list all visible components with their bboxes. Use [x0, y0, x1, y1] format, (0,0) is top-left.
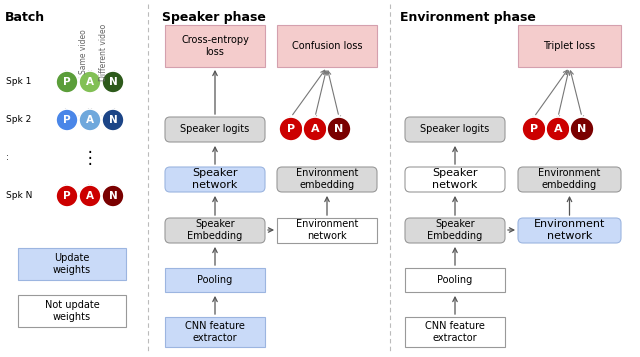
Text: Update
weights: Update weights	[53, 253, 91, 275]
Text: Environment phase: Environment phase	[400, 11, 536, 24]
Circle shape	[303, 117, 327, 141]
Text: Speaker
Embedding: Speaker Embedding	[188, 219, 243, 241]
Text: Speaker logits: Speaker logits	[180, 124, 250, 134]
FancyBboxPatch shape	[165, 25, 265, 67]
Circle shape	[56, 71, 78, 93]
Text: N: N	[577, 124, 587, 134]
Text: Batch: Batch	[5, 11, 45, 24]
Text: Not update
weights: Not update weights	[45, 300, 99, 322]
Circle shape	[79, 71, 101, 93]
Text: P: P	[63, 77, 71, 87]
Text: Cross-entropy
loss: Cross-entropy loss	[181, 35, 249, 57]
Text: Speaker phase: Speaker phase	[162, 11, 266, 24]
Text: P: P	[63, 191, 71, 201]
Text: CNN feature
extractor: CNN feature extractor	[185, 321, 245, 343]
FancyBboxPatch shape	[405, 218, 505, 243]
Text: Environment
embedding: Environment embedding	[296, 168, 358, 190]
Text: CNN feature
extractor: CNN feature extractor	[425, 321, 485, 343]
FancyBboxPatch shape	[518, 218, 621, 243]
FancyBboxPatch shape	[165, 117, 265, 142]
Circle shape	[56, 185, 78, 207]
FancyBboxPatch shape	[165, 167, 265, 192]
Circle shape	[327, 117, 351, 141]
Text: Spk 1: Spk 1	[6, 77, 31, 86]
Text: Environment
network: Environment network	[296, 219, 358, 241]
FancyBboxPatch shape	[405, 117, 505, 142]
Circle shape	[546, 117, 570, 141]
Circle shape	[79, 185, 101, 207]
Text: Triplet loss: Triplet loss	[543, 41, 596, 51]
Circle shape	[102, 109, 124, 131]
FancyBboxPatch shape	[165, 268, 265, 292]
FancyBboxPatch shape	[405, 167, 505, 192]
Text: A: A	[86, 115, 94, 125]
Text: ⋮: ⋮	[82, 149, 99, 167]
Text: :: :	[6, 154, 9, 162]
Circle shape	[102, 71, 124, 93]
Text: Different video: Different video	[99, 23, 108, 81]
Text: Confusion loss: Confusion loss	[292, 41, 362, 51]
Text: Spk N: Spk N	[6, 191, 33, 201]
Text: A: A	[310, 124, 319, 134]
FancyBboxPatch shape	[277, 218, 377, 243]
Text: Speaker
network: Speaker network	[432, 168, 477, 190]
Text: A: A	[554, 124, 563, 134]
Text: P: P	[287, 124, 295, 134]
FancyBboxPatch shape	[277, 167, 377, 192]
Text: N: N	[109, 77, 117, 87]
FancyBboxPatch shape	[165, 317, 265, 347]
FancyBboxPatch shape	[18, 248, 126, 280]
Text: P: P	[530, 124, 538, 134]
Text: N: N	[109, 115, 117, 125]
Text: N: N	[334, 124, 344, 134]
Text: Speaker
Embedding: Speaker Embedding	[428, 219, 483, 241]
Text: Pooling: Pooling	[197, 275, 232, 285]
FancyBboxPatch shape	[405, 317, 505, 347]
Circle shape	[79, 109, 101, 131]
FancyBboxPatch shape	[518, 167, 621, 192]
Text: Spk 2: Spk 2	[6, 116, 31, 125]
Text: N: N	[109, 191, 117, 201]
FancyBboxPatch shape	[277, 25, 377, 67]
Text: A: A	[86, 191, 94, 201]
Circle shape	[522, 117, 546, 141]
Text: Environment
embedding: Environment embedding	[538, 168, 601, 190]
Circle shape	[56, 109, 78, 131]
Circle shape	[570, 117, 594, 141]
Text: P: P	[63, 115, 71, 125]
FancyBboxPatch shape	[165, 218, 265, 243]
Text: Speaker logits: Speaker logits	[420, 124, 490, 134]
FancyBboxPatch shape	[405, 268, 505, 292]
Text: A: A	[86, 77, 94, 87]
FancyBboxPatch shape	[18, 295, 126, 327]
FancyBboxPatch shape	[518, 25, 621, 67]
Text: Pooling: Pooling	[437, 275, 472, 285]
Circle shape	[279, 117, 303, 141]
Text: Speaker
network: Speaker network	[192, 168, 237, 190]
Circle shape	[102, 185, 124, 207]
Text: Same video: Same video	[79, 30, 88, 74]
Text: Environment
network: Environment network	[534, 219, 605, 241]
